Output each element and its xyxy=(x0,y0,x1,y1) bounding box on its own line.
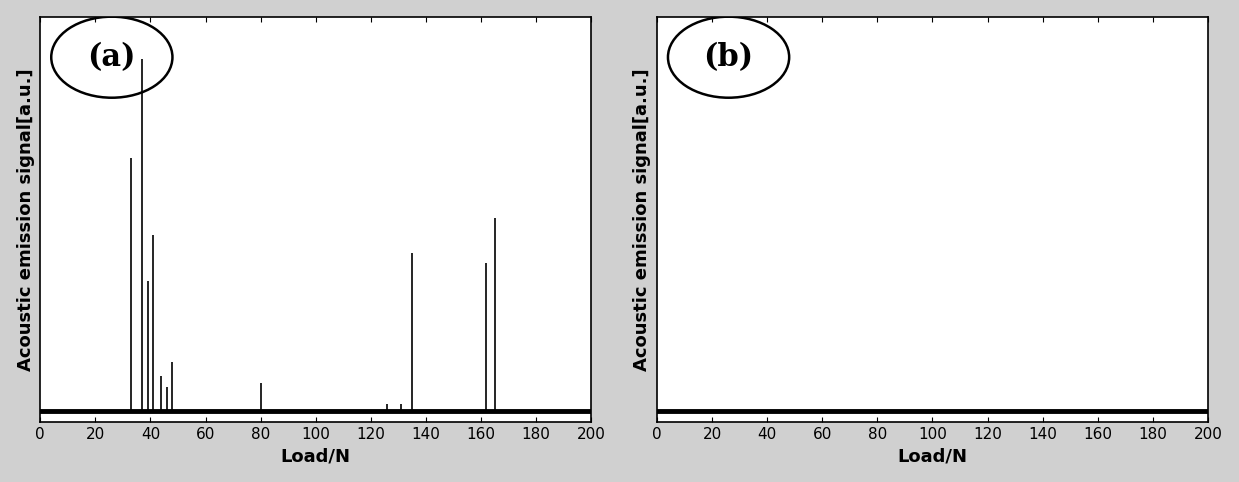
X-axis label: Load/N: Load/N xyxy=(281,447,351,465)
Text: (b): (b) xyxy=(704,41,753,73)
Y-axis label: Acoustic emission signal[a.u.]: Acoustic emission signal[a.u.] xyxy=(633,68,652,371)
X-axis label: Load/N: Load/N xyxy=(897,447,968,465)
Text: (a): (a) xyxy=(88,41,136,73)
Y-axis label: Acoustic emission signal[a.u.]: Acoustic emission signal[a.u.] xyxy=(16,68,35,371)
